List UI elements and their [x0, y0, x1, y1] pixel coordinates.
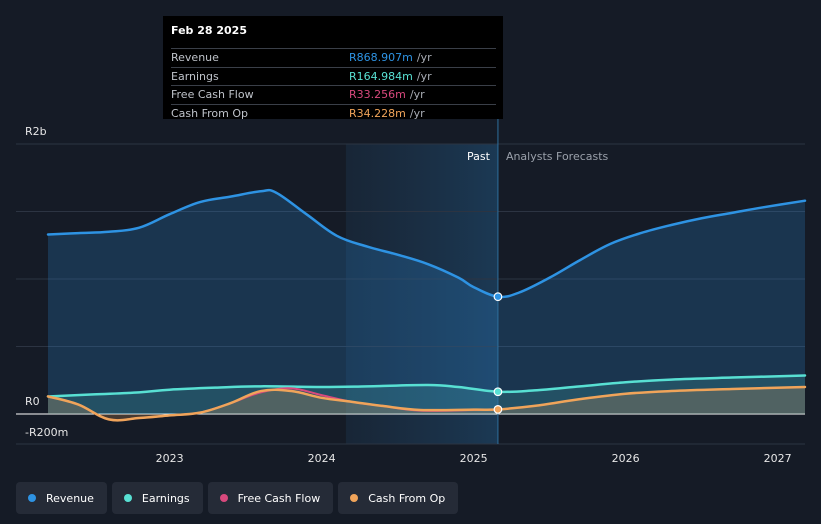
tooltip-unit: /yr — [409, 106, 425, 120]
tooltip-row-free-cash-flow: Free Cash Flow R33.256m /yr — [171, 85, 496, 104]
x-tick-label: 2027 — [764, 452, 792, 465]
legend-label: Earnings — [141, 491, 190, 505]
tooltip-label: Earnings — [171, 69, 219, 83]
tooltip-unit: /yr — [409, 88, 425, 102]
y-tick-label: R2b — [25, 125, 47, 138]
legend-label: Cash From Op — [368, 491, 446, 505]
tooltip-label: Revenue — [171, 51, 219, 65]
x-tick-label: 2026 — [612, 452, 640, 465]
y-tick-label: -R200m — [25, 426, 68, 439]
legend-item-revenue[interactable]: Revenue — [16, 482, 107, 514]
x-tick-label: 2023 — [156, 452, 184, 465]
legend-dot-icon — [123, 494, 132, 502]
legend-dot-icon — [350, 494, 359, 502]
data-tooltip: Feb 28 2025 Revenue R868.907m /yr Earnin… — [163, 16, 503, 120]
series-line-revenue — [46, 188, 807, 299]
legend-label: Revenue — [46, 491, 94, 505]
tooltip-label: Cash From Op — [171, 106, 249, 120]
marker-earnings — [493, 387, 503, 397]
legend-dot-icon — [219, 494, 228, 502]
tooltip-value: R164.984m — [349, 69, 413, 83]
series-line-earnings — [46, 374, 807, 398]
legend-item-free-cash-flow[interactable]: Free Cash Flow — [207, 482, 334, 514]
legend-dot-icon — [28, 494, 36, 502]
tooltip-row-revenue: Revenue R868.907m /yr — [171, 48, 496, 67]
forecast-label: Analysts Forecasts — [506, 150, 609, 163]
area-revenue — [48, 190, 805, 414]
tooltip-value: R33.256m — [349, 88, 406, 102]
tooltip-value: R868.907m — [349, 51, 413, 65]
series-line-cash_from_op — [46, 385, 807, 422]
legend-item-cash-from-op[interactable]: Cash From Op — [338, 482, 459, 514]
tooltip-label: Free Cash Flow — [171, 88, 254, 102]
tooltip-row-earnings: Earnings R164.984m /yr — [171, 66, 496, 86]
legend-label: Free Cash Flow — [237, 491, 321, 505]
tooltip-unit: /yr — [416, 51, 432, 65]
past-region — [345, 144, 498, 444]
x-tick-label: 2024 — [308, 452, 336, 465]
tooltip-value: R34.228m — [349, 106, 406, 120]
area-earnings — [48, 375, 805, 414]
tooltip-unit: /yr — [416, 69, 432, 83]
tooltip-row-cash-from-op: Cash From Op R34.228m /yr — [171, 103, 496, 123]
past-label: Past — [467, 150, 491, 163]
tooltip-date: Feb 28 2025 — [171, 24, 247, 37]
chart-legend: Revenue Earnings Free Cash Flow Cash Fro… — [16, 482, 459, 514]
x-tick-label: 2025 — [460, 452, 488, 465]
marker-cash_from_op — [493, 405, 503, 414]
legend-item-earnings[interactable]: Earnings — [111, 482, 203, 514]
y-tick-label: R0 — [25, 395, 40, 408]
marker-revenue — [493, 292, 503, 302]
